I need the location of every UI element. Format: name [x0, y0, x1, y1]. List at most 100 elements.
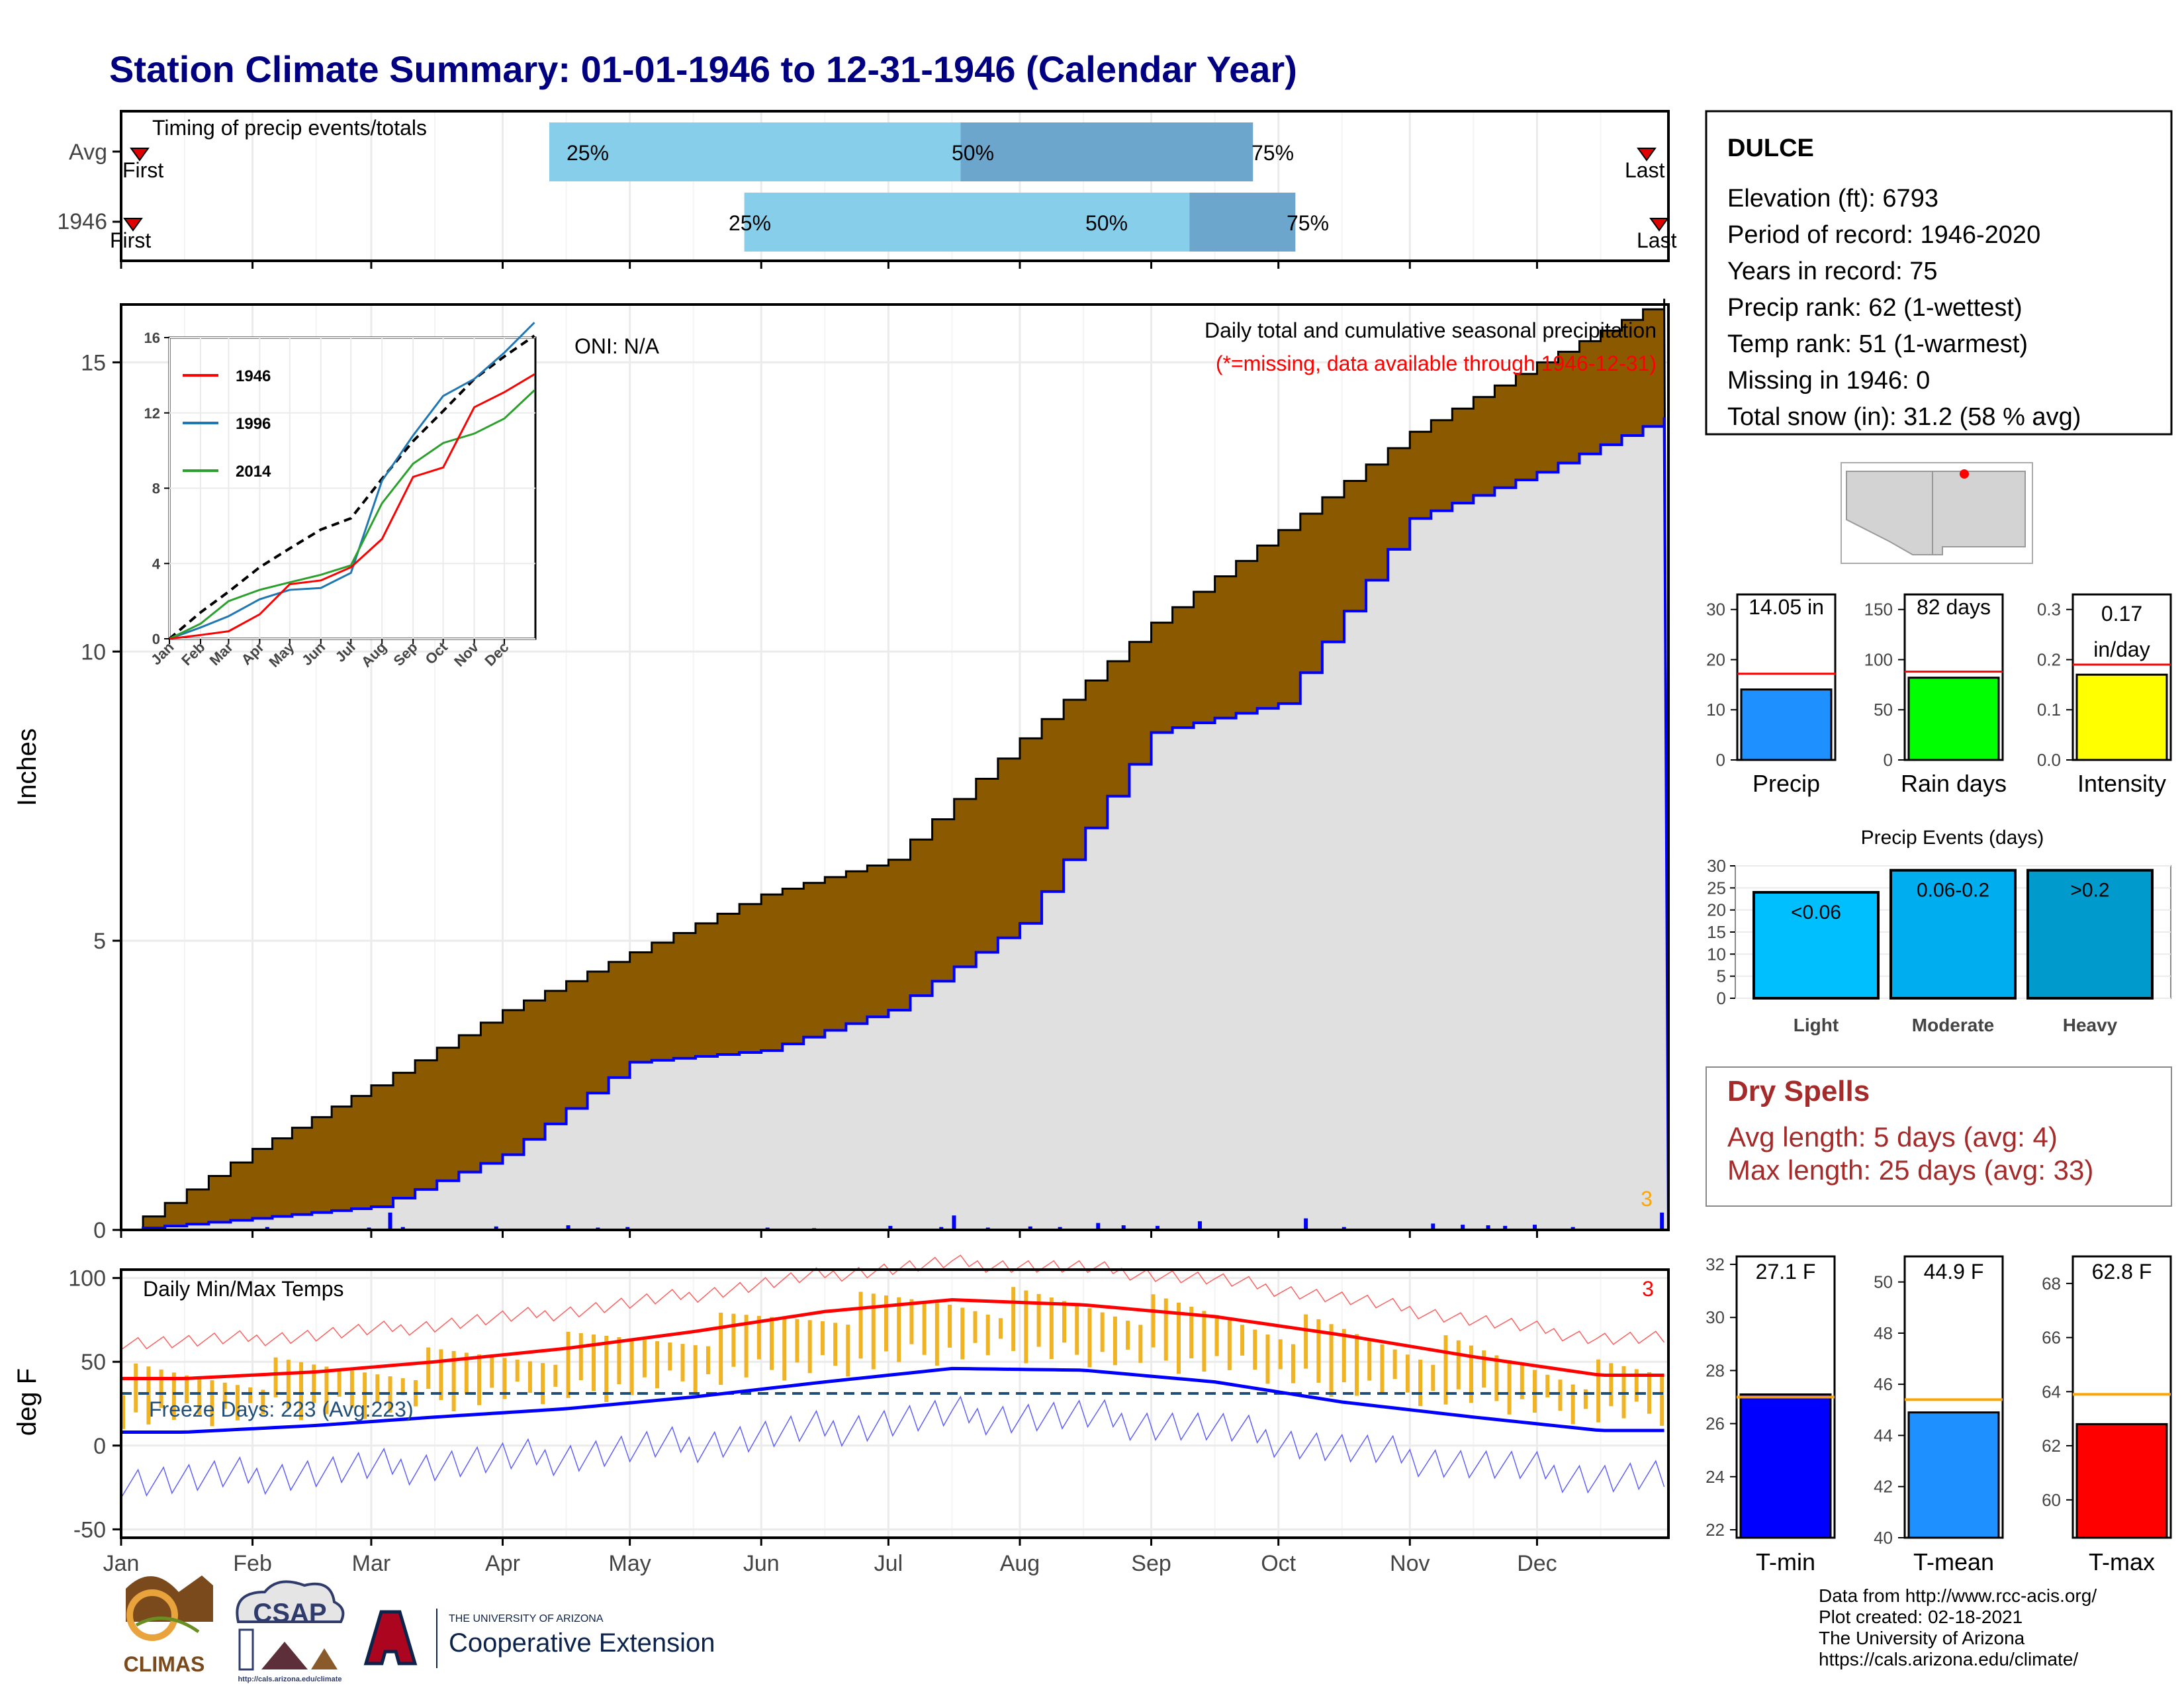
- daily-temp-bar: [833, 1323, 838, 1366]
- inset-xtick-label: May: [265, 638, 297, 670]
- csap-text: CSAP: [253, 1599, 326, 1628]
- daily-temp-bar: [134, 1363, 138, 1413]
- daily-temp-bar: [973, 1311, 978, 1343]
- temp-mini-ytick-label: 22: [1706, 1520, 1725, 1540]
- daily-temp-bar: [553, 1364, 558, 1387]
- daily-temp-bar: [1634, 1369, 1639, 1402]
- inset-avg-line: [168, 334, 535, 640]
- daily-temp-bar: [222, 1382, 227, 1409]
- daily-temp-bar: [363, 1372, 367, 1419]
- daily-temp-bar: [1316, 1319, 1321, 1383]
- temp-mini-ytick-label: 48: [1874, 1323, 1893, 1343]
- precip-ytick-label: 15: [81, 350, 106, 375]
- daily-temp-bar: [922, 1301, 927, 1355]
- precip-panel: Daily total and cumulative seasonal prec…: [13, 299, 1670, 1243]
- daily-temp-bar: [1126, 1321, 1130, 1350]
- last-marker-avg: [1637, 148, 1657, 162]
- mini-value-text: 14.05 in: [1749, 595, 1824, 619]
- events-ytick-label: 5: [1717, 966, 1726, 986]
- mini-ytick-label: 0.3: [2037, 600, 2061, 620]
- daily-temp-bar: [261, 1389, 265, 1415]
- daily-precip-bar: [566, 1225, 570, 1230]
- daily-temp-bar: [770, 1317, 774, 1370]
- daily-precip-bar: [1486, 1225, 1490, 1230]
- avg-max-line: [121, 1298, 1664, 1381]
- events-bar-Heavy: [2026, 868, 2154, 1000]
- climas-logo: CLIMAS: [124, 1575, 213, 1676]
- month-label: Sep: [1131, 1551, 1171, 1576]
- daily-temp-bar: [349, 1370, 354, 1408]
- daily-temp-bar: [795, 1319, 799, 1363]
- climas-text: CLIMAS: [124, 1652, 205, 1676]
- events-ytick-label: 20: [1707, 900, 1726, 920]
- mini-ytick-label: 0: [1716, 750, 1725, 770]
- daily-temp-bar: [998, 1318, 1003, 1339]
- events-bar-label: Moderate: [1912, 1015, 1994, 1035]
- events-bar-range: >0.2: [2070, 880, 2109, 902]
- daily-temp-bar: [731, 1313, 736, 1367]
- daily-temp-bar: [948, 1304, 952, 1348]
- month-label: Nov: [1390, 1551, 1430, 1576]
- daily-temp-bar: [1011, 1287, 1016, 1351]
- daily-temp-bar: [617, 1337, 621, 1385]
- daily-precip-bar: [1197, 1221, 1202, 1230]
- timing-first-1946: First: [110, 228, 151, 252]
- oni-label: ONI: N/A: [574, 334, 660, 358]
- mini-ytick-label: 0: [1884, 750, 1893, 770]
- month-label: Dec: [1517, 1551, 1557, 1576]
- daily-temp-bar: [159, 1369, 163, 1408]
- daily-precip-bar: [952, 1215, 956, 1230]
- inset-ytick-label: 16: [144, 330, 160, 346]
- daily-temp-bar: [1354, 1334, 1359, 1396]
- daily-temp-bar: [146, 1366, 151, 1425]
- inset-xtick-label: Feb: [178, 639, 208, 669]
- daily-temp-bar: [1214, 1315, 1219, 1356]
- daily-temp-bar: [1609, 1363, 1614, 1407]
- daily-temp-bar: [515, 1359, 520, 1382]
- temp-mini-bar-T-mean: [1907, 1411, 2000, 1539]
- daily-temp-bar: [1494, 1355, 1499, 1401]
- daily-temp-bar: [324, 1366, 329, 1415]
- daily-temp-bar: [604, 1335, 609, 1402]
- temp-ytick-label: 100: [68, 1266, 106, 1291]
- dry-spells-avg: Avg length: 5 days (avg: 4): [1727, 1121, 2058, 1152]
- temp-ytick-label: 0: [93, 1434, 106, 1459]
- daily-temp-bar: [439, 1349, 443, 1401]
- precip-frame: [120, 303, 1670, 1231]
- daily-temp-bar: [1558, 1380, 1563, 1411]
- temp-frame: [120, 1268, 1670, 1539]
- daily-temp-bar: [807, 1320, 812, 1374]
- temp-mini-ytick-label: 46: [1874, 1374, 1893, 1394]
- inset-legend-label: 2014: [236, 463, 271, 481]
- precip-ytick-label: 10: [81, 639, 106, 665]
- timing-first-avg: First: [122, 158, 163, 182]
- timing-avg-q25: 25%: [567, 141, 609, 165]
- timing-panel: Timing of precip events/totals Avg 1946 …: [57, 110, 1677, 269]
- timing-row-avg-label: Avg: [69, 140, 107, 165]
- daily-temp-bar: [1545, 1374, 1550, 1397]
- month-label: Jun: [743, 1551, 780, 1576]
- temp-mini-ytick-label: 24: [1706, 1467, 1725, 1487]
- daily-temp-bar: [1176, 1302, 1181, 1374]
- mini-bar-label: Rain days: [1901, 770, 2007, 797]
- daily-precip-bar: [1660, 1212, 1664, 1230]
- month-label: Feb: [233, 1551, 272, 1576]
- temp-mini-label: T-mean: [1913, 1548, 1994, 1575]
- mini-value-line2: in/day: [2093, 637, 2150, 661]
- inset-xtick-label: Dec: [481, 639, 512, 669]
- daily-temp-bar: [426, 1347, 431, 1389]
- timing-bar-avg-q25-q50: [549, 122, 961, 181]
- temp-corner-count: 3: [1642, 1277, 1654, 1301]
- events-ytick-label: 15: [1707, 922, 1726, 942]
- daily-temp-bar: [1418, 1360, 1423, 1407]
- timing-title: Timing of precip events/totals: [152, 116, 427, 140]
- temp-ylabel: deg F: [13, 1368, 42, 1436]
- daily-temp-bar: [960, 1307, 965, 1360]
- daily-temp-bar: [1520, 1365, 1524, 1399]
- events-bar-label: Light: [1794, 1015, 1839, 1035]
- daily-temp-bar: [680, 1344, 685, 1382]
- credits: Data from http://www.rcc-acis.org/Plot c…: [1819, 1585, 2097, 1669]
- first-marker-avg: [130, 148, 150, 162]
- inset-ytick-label: 12: [144, 405, 160, 422]
- coop-ext-text: Cooperative Extension: [449, 1628, 715, 1658]
